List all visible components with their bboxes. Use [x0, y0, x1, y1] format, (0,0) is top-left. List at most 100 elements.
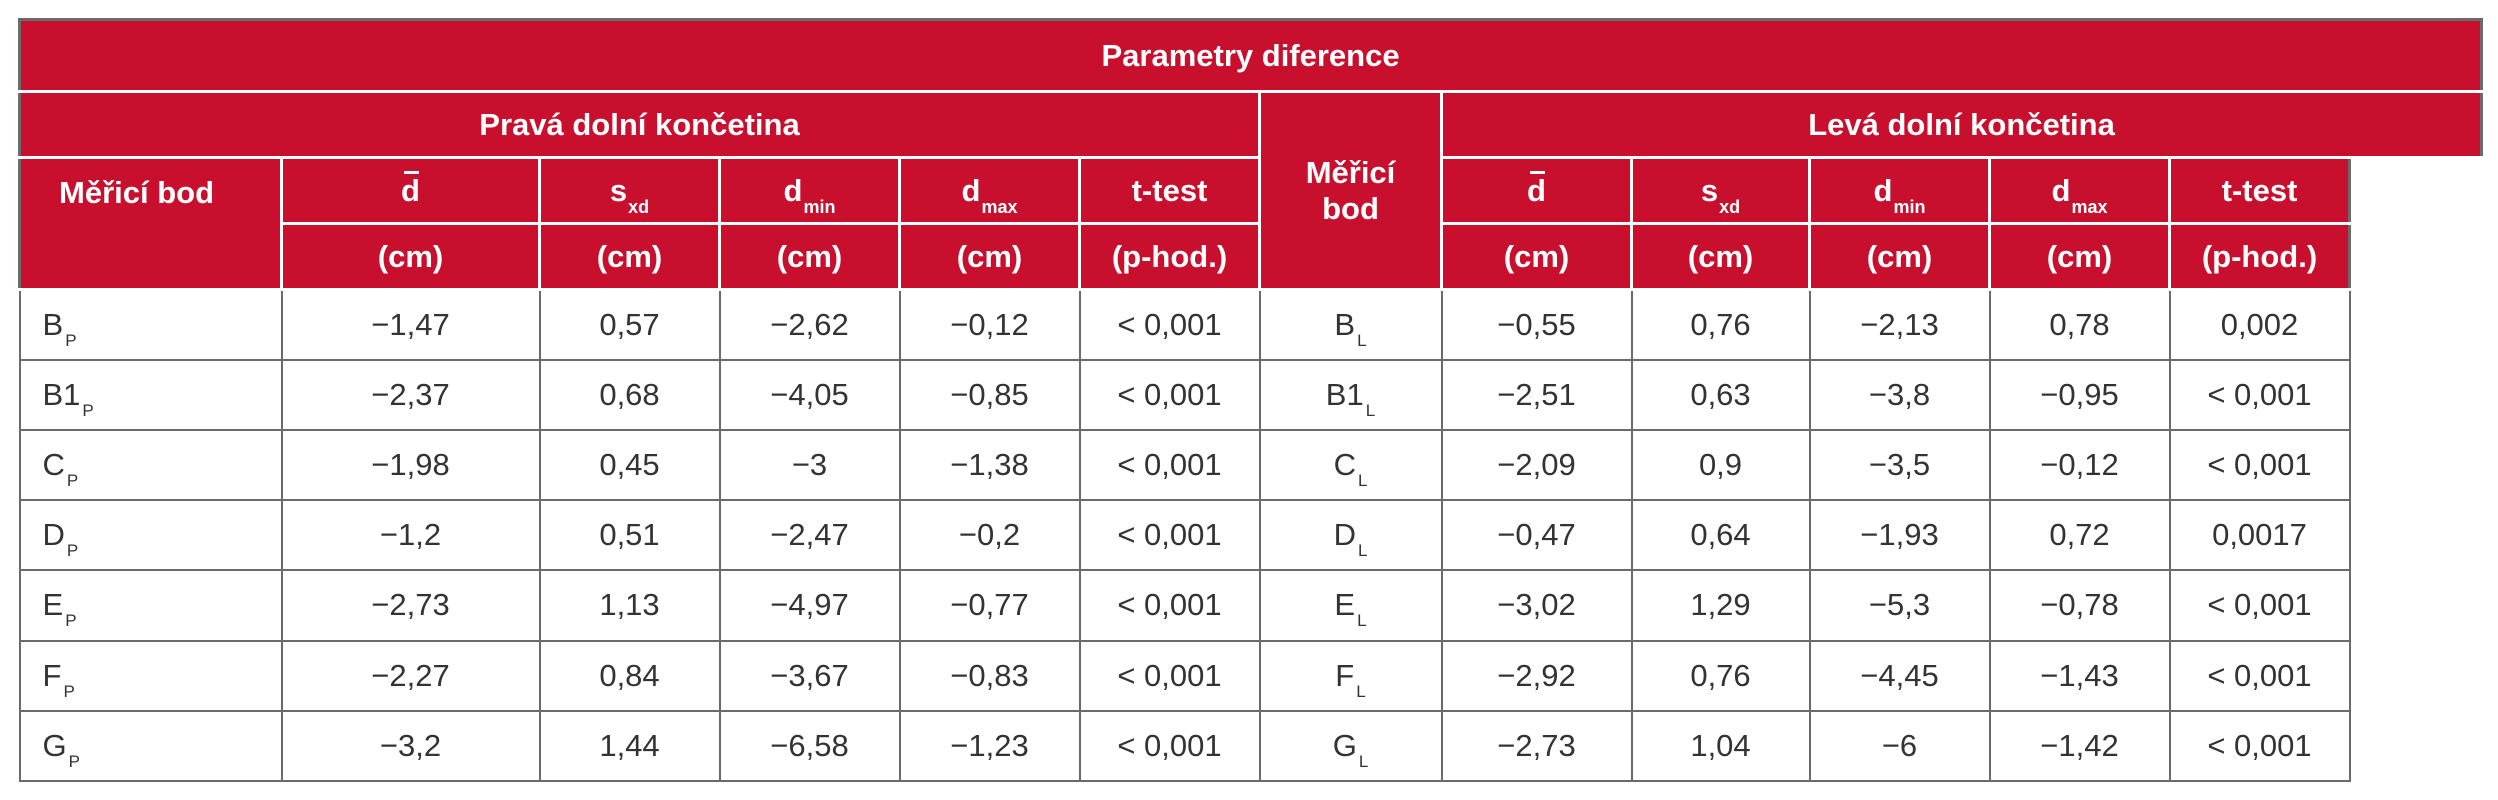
cell-dmin-right: −2,62: [718, 288, 901, 361]
cell-dmin-left: −6: [1808, 709, 1991, 783]
table-row: C P −1,98 0,45 −3 −1,38 < 0,001 C L −2,09 0,9 −3,5−…: [18, 428, 2482, 502]
unit-cm: (cm): [1630, 222, 1811, 291]
cell-ttest-right: < 0,001: [1078, 288, 1261, 361]
cell-mean-diff-left: −3,02: [1440, 569, 1633, 642]
cell-mean-diff-left: −0,55: [1440, 288, 1633, 361]
cell-ttest-left: 0,0017: [2168, 499, 2351, 572]
cell-ttest-right: < 0,001: [1078, 428, 1261, 502]
cell-sd-left: 0,64: [1630, 499, 1811, 572]
cell-sd-left: 0,76: [1630, 288, 1811, 361]
header-ttest-left: t-test: [2168, 156, 2351, 225]
cell-ttest-right: < 0,001: [1078, 639, 1261, 712]
cell-mean-diff-right: −1,98: [280, 428, 541, 502]
cell-dmin-left: −2,13: [1808, 288, 1991, 361]
cell-sd-left: 0,9: [1630, 428, 1811, 502]
table-row: B1 P −2,37 0,68 −4,05 −0,85 < 0,001 B1 L −2,51 0,6…: [18, 358, 2482, 431]
cell-dmax-left: −0,95: [1988, 358, 2171, 431]
cell-ttest-right: < 0,001: [1078, 709, 1261, 783]
group-header-left-limb: Levá dolní končetina: [1439, 90, 2484, 159]
cell-dmin-right: −3,67: [718, 639, 901, 712]
point-label-line2: bod: [1322, 190, 1379, 226]
cell-dmin-right: −6,58: [718, 709, 901, 783]
cell-dmin-right: −4,05: [718, 358, 901, 431]
cell-mean-diff-right: −3,2: [280, 709, 541, 783]
cell-dmax-right: −0,2: [898, 499, 1081, 572]
cell-ttest-left: 0,002: [2168, 288, 2351, 361]
header-sd-right: sxd: [538, 156, 721, 225]
cell-sd-left: 0,76: [1630, 639, 1811, 712]
cell-mean-diff-left: −0,47: [1440, 499, 1633, 572]
cell-dmax-left: −1,42: [1988, 709, 2171, 783]
table-row: D P −1,2 0,51 −2,47 −0,2 < 0,001 D L −0,47 0,64 −1,…: [18, 499, 2482, 572]
header-ttest-right: t-test: [1078, 156, 1261, 225]
table-row: F P −2,27 0,84 −3,67 −0,83 < 0,001 F L −2,92 0,76−…: [18, 639, 2482, 712]
cell-mean-diff-right: −2,37: [280, 358, 541, 431]
cell-ttest-left: < 0,001: [2168, 709, 2351, 783]
header-dmax-left: dmax: [1988, 156, 2171, 225]
cell-mean-diff-left: −2,51: [1440, 358, 1633, 431]
cell-sd-left: 0,63: [1630, 358, 1811, 431]
cell-dmax-left: 0,72: [1988, 499, 2171, 572]
table-row: G P −3,2 1,44 −6,58 −1,23 < 0,001 G L −2,73 1,04 −6…: [18, 709, 2482, 783]
cell-sd-right: 0,51: [538, 499, 721, 572]
cell-dmin-left: −5,3: [1808, 569, 1991, 642]
cell-dmax-right: −0,85: [898, 358, 1081, 431]
cell-dmax-right: −1,38: [898, 428, 1081, 502]
cell-dmax-right: −1,23: [898, 709, 1081, 783]
cell-sd-left: 1,04: [1630, 709, 1811, 783]
cell-dmax-right: −0,83: [898, 639, 1081, 712]
group-header-right-limb: Pravá dolní končetina: [18, 90, 1261, 159]
cell-dmin-right: −2,47: [718, 499, 901, 572]
unit-cm: (cm): [1440, 222, 1633, 291]
cell-mean-diff-right: −2,27: [280, 639, 541, 712]
unit-cm: (cm): [1988, 222, 2171, 291]
cell-sd-right: 0,57: [538, 288, 721, 361]
table-row: E P −2,73 1,13 −4,97 −0,77 < 0,001 E L −3,02 1,29−…: [18, 569, 2482, 642]
unit-p-value: (p-hod.): [2168, 222, 2351, 291]
cell-ttest-right: < 0,001: [1078, 569, 1261, 642]
cell-mean-diff-left: −2,09: [1440, 428, 1633, 502]
cell-dmin-left: −3,5: [1808, 428, 1991, 502]
cell-dmin-right: −4,97: [718, 569, 901, 642]
cell-mean-diff-left: −2,92: [1440, 639, 1633, 712]
unit-cm: (cm): [718, 222, 901, 291]
cell-sd-left: 1,29: [1630, 569, 1811, 642]
cell-sd-right: 0,68: [538, 358, 721, 431]
cell-ttest-left: < 0,001: [2168, 428, 2351, 502]
cell-sd-right: 1,13: [538, 569, 721, 642]
cell-mean-diff-right: −1,47: [280, 288, 541, 361]
point-l: B1 L: [1258, 358, 1443, 431]
unit-cm: (cm): [898, 222, 1081, 291]
cell-dmax-right: −0,77: [898, 569, 1081, 642]
header-dmin-left: dmin: [1808, 156, 1991, 225]
cell-sd-right: 0,45: [538, 428, 721, 502]
cell-ttest-right: < 0,001: [1078, 358, 1261, 431]
unit-cm: (cm): [1808, 222, 1991, 291]
cell-ttest-left: < 0,001: [2168, 358, 2351, 431]
table-title: Parametry diference: [17, 18, 2484, 93]
column-header-point-left: Měřicí bod: [1258, 90, 1443, 291]
point-r: B1 P: [18, 358, 283, 431]
column-header-point-right: Měřicí bod: [18, 156, 283, 291]
cell-dmax-left: −0,78: [1988, 569, 2171, 642]
header-dmin-right: dmin: [718, 156, 901, 225]
cell-mean-diff-right: −1,2: [280, 499, 541, 572]
difference-parameters-table: Parametry diference Pravá dolní končetin…: [17, 18, 2484, 783]
header-dmax-right: dmax: [898, 156, 1081, 225]
cell-dmin-right: −3: [718, 428, 901, 502]
header-mean-diff-right: d: [280, 156, 541, 225]
cell-mean-diff-right: −2,73: [280, 569, 541, 642]
header-mean-diff-left: d: [1440, 156, 1633, 225]
